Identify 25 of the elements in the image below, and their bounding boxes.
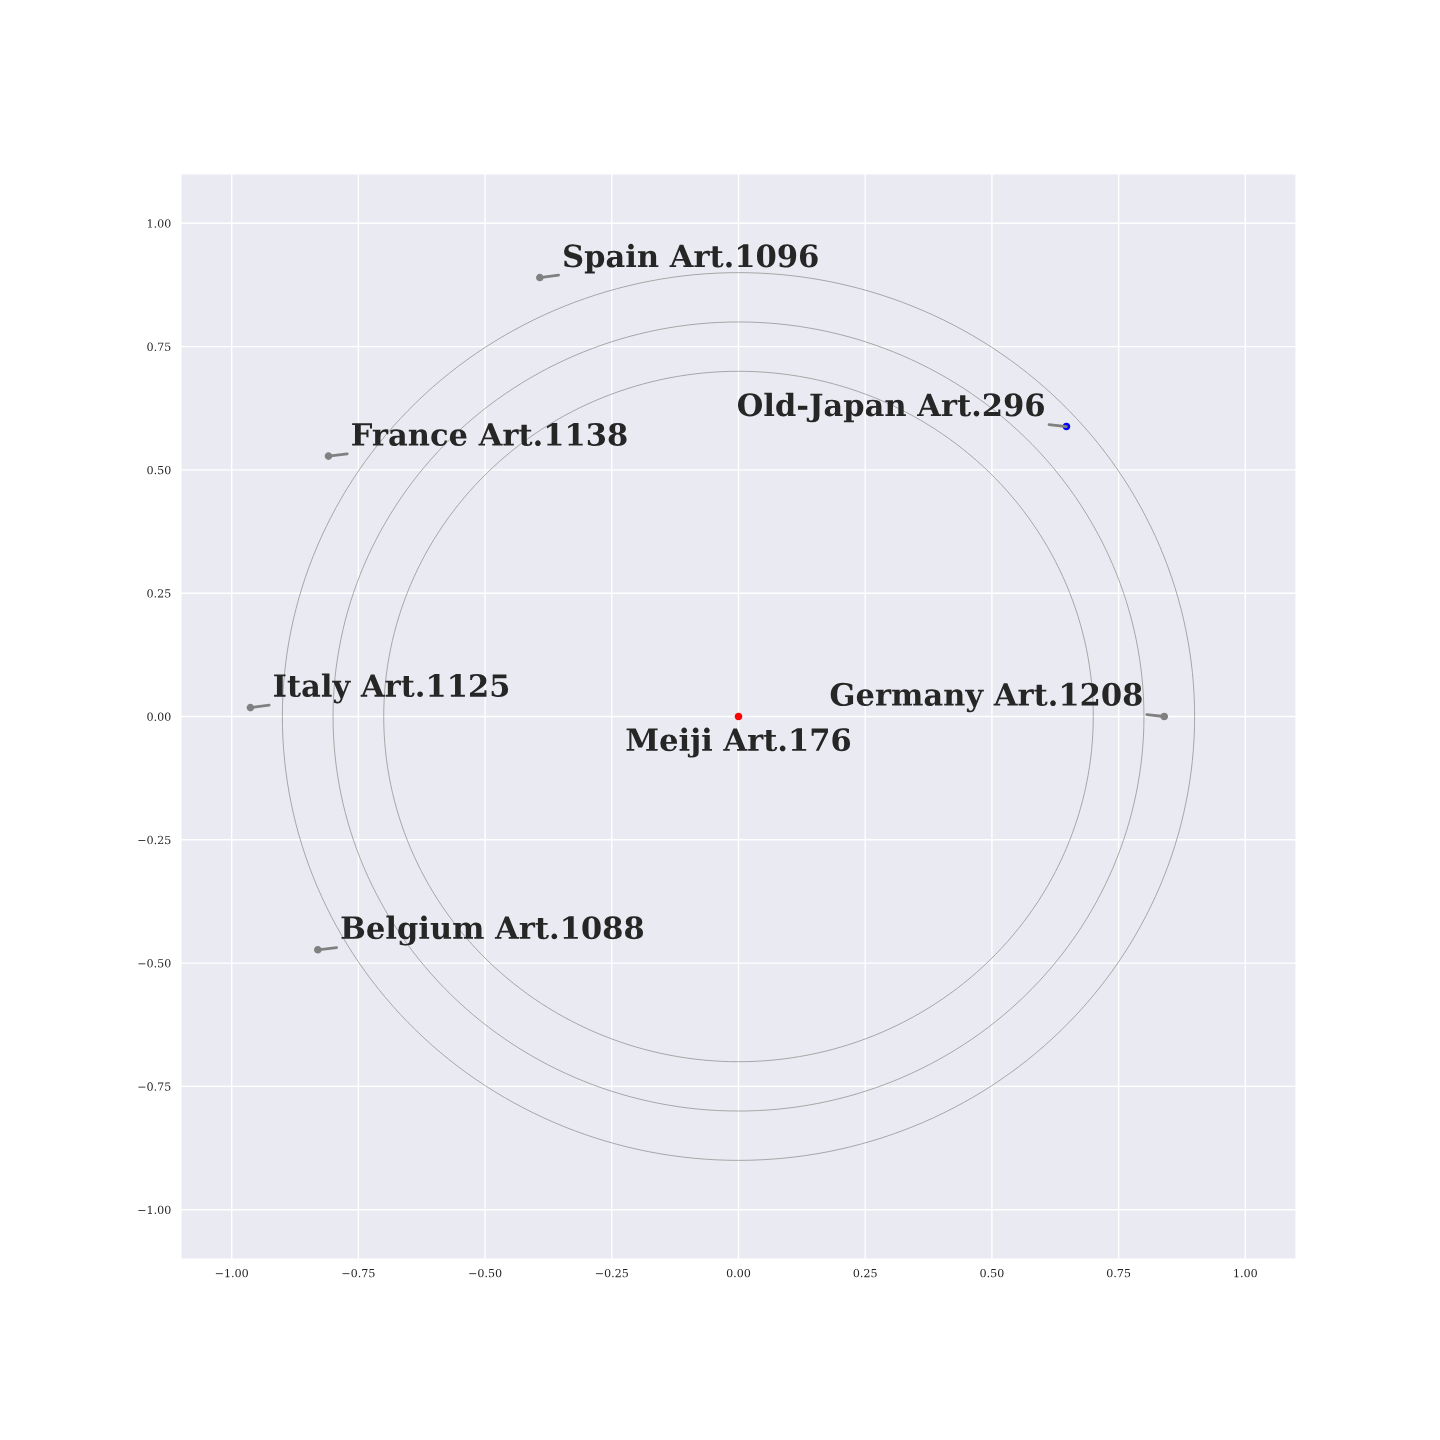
annotation: Old-Japan Art.296 <box>737 392 1044 423</box>
x-tick-label: 0.75 <box>1106 1268 1131 1278</box>
y-tick-label: −0.75 <box>138 1082 171 1091</box>
y-tick-label: −0.25 <box>138 835 171 845</box>
x-tick-label: 0.50 <box>980 1268 1004 1278</box>
x-tick-label: −0.75 <box>342 1268 375 1278</box>
y-tick-label: 0.75 <box>147 342 171 351</box>
annotation: Meiji Art.176 <box>626 727 851 758</box>
annotation: Belgium Art.1088 <box>341 915 644 946</box>
x-tick-label: 0.00 <box>726 1268 751 1278</box>
x-tick-label: 1.00 <box>1234 1268 1257 1278</box>
y-tick-label: 1.00 <box>147 219 171 228</box>
y-tick-label: 0.25 <box>147 589 171 598</box>
annotation: France Art.1138 <box>352 422 627 447</box>
x-tick-label: −0.25 <box>595 1268 628 1278</box>
y-tick-label: −1.00 <box>138 1205 171 1215</box>
y-tick-label: −0.50 <box>138 959 171 968</box>
x-tick-label: 0.25 <box>853 1268 877 1278</box>
y-tick-label: 0.50 <box>147 465 171 475</box>
annotation: Spain Art.1096 <box>564 243 818 274</box>
x-tick-label: −0.50 <box>469 1268 502 1278</box>
x-tick-label: −1.00 <box>215 1268 248 1278</box>
y-tick-label: 0.00 <box>147 712 171 721</box>
annotation: Germany Art.1208 <box>830 682 1142 713</box>
annotation: Italy Art.1125 <box>274 673 509 704</box>
